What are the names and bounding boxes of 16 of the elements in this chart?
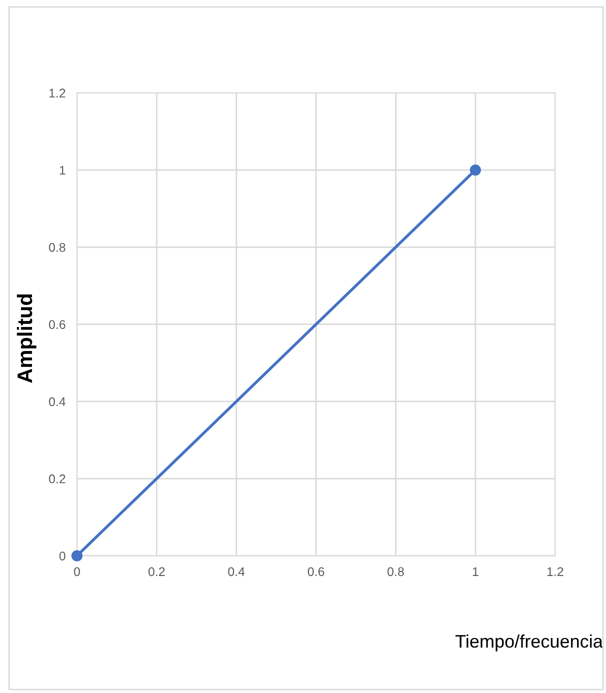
y-axis-title: Amplitud <box>16 294 36 383</box>
y-tick-label: 0.4 <box>48 397 66 406</box>
x-tick-label: 0 <box>74 567 80 576</box>
x-tick-label: 0.8 <box>388 567 404 576</box>
x-tick-label: 1.2 <box>547 567 564 576</box>
x-tick-label: 0.2 <box>148 567 165 576</box>
x-axis-title: Tiempo/frecuencia <box>455 634 603 652</box>
y-tick-label: 1.2 <box>49 88 66 98</box>
y-tick-label: 1 <box>60 166 66 175</box>
y-tick-label: 0 <box>59 552 66 560</box>
x-tick-label: 0.4 <box>228 567 245 576</box>
y-tick-label: 0.8 <box>48 242 66 252</box>
x-tick-label: 0.6 <box>308 567 324 576</box>
y-tick-label: 0.2 <box>48 474 66 484</box>
x-tick-label: 1 <box>472 567 478 576</box>
y-tick-label: 0.6 <box>48 320 66 329</box>
